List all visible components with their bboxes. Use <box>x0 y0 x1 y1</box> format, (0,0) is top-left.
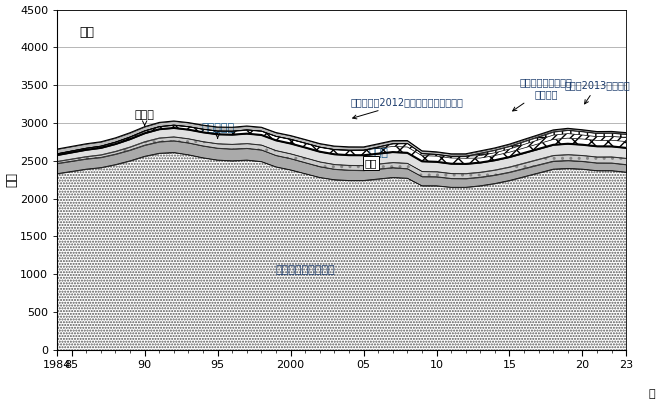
Text: 契約社員（2012年以前は嘱託を含む）: 契約社員（2012年以前は嘱託を含む） <box>351 97 464 119</box>
Text: 男性: 男性 <box>79 26 94 39</box>
Text: 役員: 役員 <box>365 158 377 168</box>
Text: 嘱託（2013年以降）: 嘱託（2013年以降） <box>564 81 630 104</box>
Text: 正規の職員・従業員: 正規の職員・従業員 <box>275 265 335 275</box>
Text: アルバイト: アルバイト <box>201 123 234 138</box>
Text: パート: パート <box>368 148 388 158</box>
Text: 年: 年 <box>648 389 655 399</box>
Y-axis label: 万人: 万人 <box>5 172 18 187</box>
Text: 労働者派遣事業所の
派遣社員: 労働者派遣事業所の 派遣社員 <box>513 77 572 111</box>
Text: その他: その他 <box>135 110 155 126</box>
